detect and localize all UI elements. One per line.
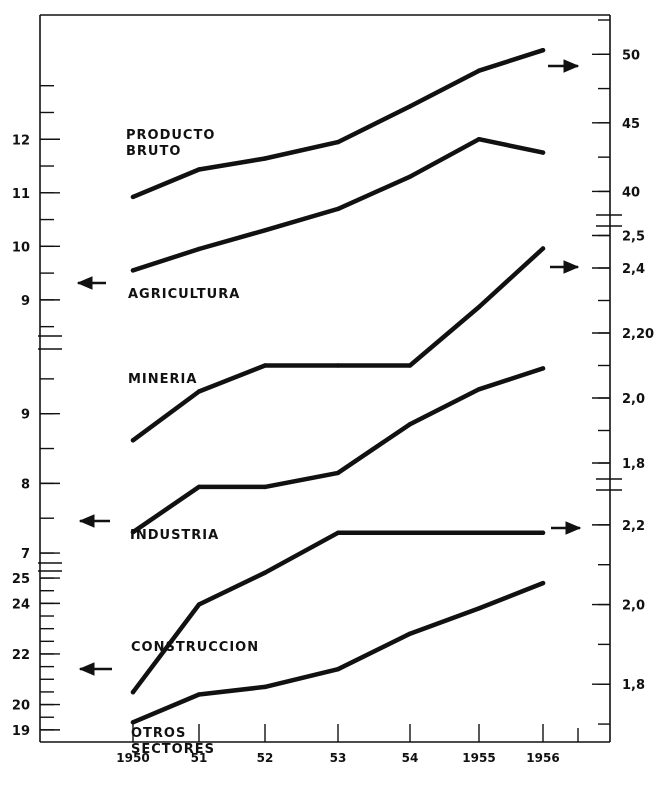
left-tick-label: 25 <box>12 572 30 587</box>
right-tick-label: 1,8 <box>622 457 645 472</box>
data-point <box>540 48 546 53</box>
data-point <box>540 150 546 155</box>
data-point <box>335 667 341 672</box>
left-tick-label: 9 <box>21 408 30 423</box>
x-tick-label: 53 <box>330 751 347 765</box>
data-point <box>476 606 482 611</box>
data-point <box>130 438 136 443</box>
data-point <box>540 366 546 371</box>
left-tick-label: 9 <box>21 294 30 309</box>
right-tick-label: 2,5 <box>622 230 645 245</box>
axis-arrow-head <box>78 662 95 676</box>
data-point <box>335 470 341 476</box>
data-point <box>335 206 341 212</box>
data-point <box>335 363 341 368</box>
axis-arrow-head <box>76 276 93 290</box>
right-tick-label: 40 <box>622 185 640 200</box>
data-point <box>130 194 136 200</box>
x-tick-label: 1950 <box>116 751 149 765</box>
left-tick-label: 12 <box>12 133 30 148</box>
series-lines <box>130 47 546 725</box>
right-tick-label: 2,4 <box>622 262 645 277</box>
data-point <box>262 684 268 690</box>
data-point <box>476 68 482 73</box>
data-point <box>196 484 202 490</box>
right-tick-label: 2,2 <box>622 519 645 534</box>
data-point <box>540 246 546 251</box>
data-point <box>130 690 136 695</box>
data-point <box>196 167 202 172</box>
right-tick-label: 2,0 <box>622 392 645 407</box>
series-label: MINERIA <box>128 372 197 387</box>
data-point <box>196 389 202 394</box>
left-tick-label: 20 <box>12 699 30 714</box>
right-tick-label: 45 <box>622 117 640 132</box>
axis-ticks: 9 10 11 12 7 8 9 19 20 22 24 25 40 45 50 1,8 2,0 2,20 2,4 2… <box>12 19 654 765</box>
x-tick-label: 1956 <box>526 751 559 765</box>
axis-arrow-head <box>78 514 95 528</box>
data-point <box>476 387 482 392</box>
data-point <box>476 304 482 310</box>
axis-breaks <box>38 214 622 572</box>
x-tick-label: 52 <box>257 751 274 765</box>
left-tick-label: 11 <box>12 187 30 202</box>
right-tick-label: 2,0 <box>622 599 645 614</box>
data-point <box>262 570 268 575</box>
x-tick-label: 51 <box>191 751 208 765</box>
x-tick-label: 1955 <box>462 751 495 765</box>
left-tick-label: 7 <box>21 547 30 562</box>
right-tick-label: 50 <box>622 48 640 63</box>
chart-frame <box>39 14 611 743</box>
data-point <box>262 363 268 368</box>
series-line <box>130 47 546 200</box>
data-point <box>196 692 202 697</box>
left-tick-label: 8 <box>21 477 30 492</box>
data-point <box>262 228 268 233</box>
axis-arrow-head <box>565 521 582 535</box>
right-tick-label: 2,20 <box>622 327 654 342</box>
series-label: PRODUCTO <box>126 128 215 143</box>
series-label: CONSTRUCCION <box>131 640 259 655</box>
axis-arrows <box>76 59 582 676</box>
data-point <box>407 422 413 427</box>
series-line <box>130 136 546 273</box>
data-point <box>407 174 413 179</box>
axis-arrow-head <box>563 260 580 274</box>
data-point <box>335 139 341 145</box>
data-point <box>407 631 413 636</box>
data-point <box>196 246 202 252</box>
data-point <box>130 268 136 273</box>
series-label: AGRICULTURA <box>128 287 240 302</box>
axis-arrow-head <box>563 59 580 73</box>
data-point <box>476 137 482 142</box>
series-label: SECTORES <box>131 742 215 757</box>
left-tick-label: 24 <box>12 597 30 612</box>
data-point <box>130 529 136 535</box>
data-point <box>476 530 482 535</box>
data-point <box>407 530 413 535</box>
data-point <box>196 602 202 607</box>
data-point <box>335 530 341 535</box>
data-point <box>262 156 268 161</box>
data-point <box>262 484 268 490</box>
left-tick-label: 19 <box>12 724 30 739</box>
series-line <box>130 246 546 443</box>
series-label: INDUSTRIA <box>130 528 219 543</box>
left-tick-label: 22 <box>12 648 30 663</box>
data-point <box>407 104 413 109</box>
series-label: BRUTO <box>126 144 181 159</box>
data-point <box>540 580 546 586</box>
data-point <box>540 530 546 535</box>
right-tick-label: 1,8 <box>622 678 645 693</box>
data-point <box>407 363 413 368</box>
data-point <box>130 720 136 725</box>
series-label: OTROS <box>131 726 186 741</box>
left-tick-label: 10 <box>12 240 30 255</box>
x-tick-label: 54 <box>402 751 419 765</box>
